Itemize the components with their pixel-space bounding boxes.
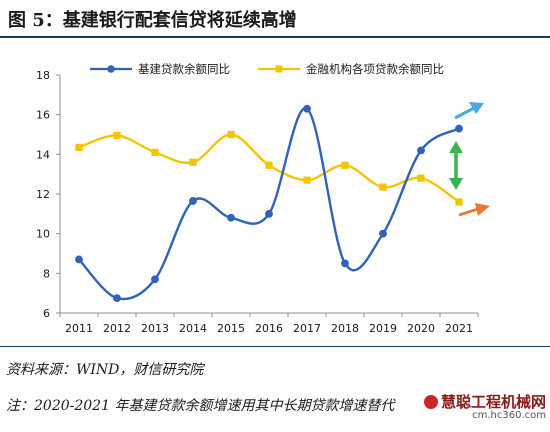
title-divider — [0, 36, 550, 38]
series-1-point — [189, 158, 197, 166]
series-1-point — [151, 148, 159, 156]
x-axis-ticks: 2011 2012 2013 2014 2015 2016 2017 2018 2019 2020… — [59, 313, 479, 335]
series-1-point — [417, 174, 425, 182]
y-tick-label: 16 — [36, 109, 50, 122]
series-1-point — [113, 131, 121, 140]
watermark-main-text: 慧聪工程机械网 — [440, 393, 546, 411]
y-tick-label: 18 — [36, 69, 50, 82]
series-lines — [77, 107, 461, 301]
x-tick-label: 2012 — [103, 322, 131, 335]
x-tick-label: 2021 — [445, 322, 473, 335]
blue-trend-arrow — [454, 102, 484, 120]
series-0-point — [417, 146, 425, 155]
chart-bottom-divider — [0, 346, 550, 347]
legend-label-all-loans: 金融机构各项贷款余额同比 — [306, 62, 444, 76]
y-tick-label: 6 — [43, 307, 50, 320]
series-1-point — [303, 176, 311, 184]
series-1-point — [227, 130, 235, 139]
legend-item-all-loans: 金融机构各项贷款余额同比 — [258, 62, 444, 76]
series-0-point — [151, 275, 159, 284]
x-tick-label: 2016 — [255, 322, 283, 335]
x-tick-label: 2014 — [179, 322, 207, 335]
series-1-point — [265, 161, 273, 169]
x-tick-label: 2020 — [407, 322, 435, 335]
watermark-logo-icon — [423, 395, 438, 409]
series-0-point — [303, 104, 311, 113]
chart-axes — [59, 75, 478, 314]
x-tick-label: 2017 — [293, 322, 321, 335]
series-markers — [75, 104, 463, 303]
series-0-point — [189, 197, 197, 205]
series-0-point — [455, 124, 463, 133]
series-0-point — [379, 229, 387, 238]
y-axis-ticks: 6 8 10 12 14 16 18 — [36, 69, 60, 320]
chart-annotations — [449, 102, 490, 217]
source-note: 资料来源：WIND，财信研究院 — [6, 362, 204, 378]
series-0-point — [265, 209, 273, 218]
figure-title: 图 5：基建银行配套信贷将延续高增 — [8, 10, 297, 31]
green-gap-double-arrow — [449, 141, 463, 190]
y-tick-label: 12 — [36, 188, 50, 201]
x-tick-label: 2013 — [141, 322, 169, 335]
x-tick-label: 2018 — [331, 322, 359, 335]
series-0-point — [341, 259, 349, 268]
series-1-point — [75, 143, 83, 151]
legend-label-infrastructure-loans: 基建贷款余额同比 — [138, 62, 230, 76]
chart-legend: 基建贷款余额同比 金融机构各项贷款余额同比 — [90, 62, 444, 76]
watermark-sub-text: cm.hc360.com — [472, 409, 546, 421]
series-0-point — [227, 213, 235, 222]
x-tick-label: 2011 — [65, 322, 93, 335]
watermark: 慧聪工程机械网 cm.hc360.com — [423, 393, 546, 421]
y-tick-label: 8 — [43, 267, 50, 280]
series-0-point — [113, 294, 121, 303]
legend-item-infrastructure-loans: 基建贷款余额同比 — [90, 62, 230, 76]
series-1-point — [341, 161, 349, 169]
x-tick-label: 2019 — [369, 322, 397, 335]
y-tick-label: 14 — [36, 148, 50, 161]
series-1-point — [455, 198, 463, 206]
footnote: 注：2020-2021 年基建贷款余额增速用其中长期贷款增速替代 — [6, 398, 395, 414]
orange-trend-arrow — [458, 203, 490, 217]
series-1-point — [379, 183, 387, 191]
series-line-0 — [77, 107, 461, 301]
y-tick-label: 10 — [36, 228, 50, 241]
x-tick-label: 2015 — [217, 322, 245, 335]
series-0-point — [75, 255, 83, 264]
